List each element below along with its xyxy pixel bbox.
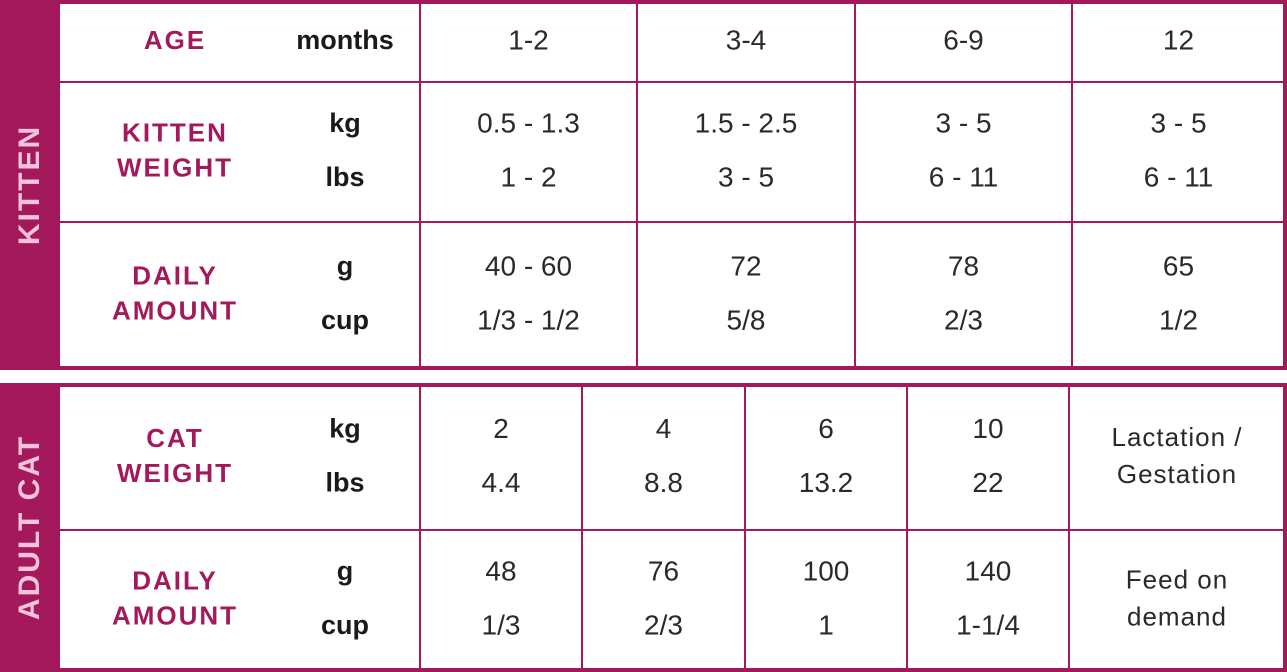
- unit-label: lbs: [325, 162, 364, 192]
- section-strip: [2, 385, 60, 670]
- cell-value: 1.5 - 2.5: [695, 107, 798, 138]
- unit-label: kg: [329, 108, 361, 138]
- cell-note: demand: [1127, 601, 1227, 631]
- cell-value: 1: [818, 609, 834, 640]
- cell-value: 6 - 11: [929, 161, 999, 192]
- cell-note: Lactation /: [1112, 422, 1243, 452]
- section-title: ADULT CAT: [13, 435, 46, 620]
- cell-value: 48: [485, 555, 516, 586]
- row-label: WEIGHT: [117, 152, 233, 182]
- cell-value: 0.5 - 1.3: [477, 107, 580, 138]
- cell-value: 78: [948, 250, 979, 281]
- section-border: [0, 383, 1287, 672]
- unit-label: g: [337, 251, 354, 281]
- unit-label: lbs: [325, 468, 364, 498]
- row-label: AMOUNT: [112, 295, 238, 325]
- cell-note: Gestation: [1117, 459, 1237, 489]
- cell-value: 1-2: [508, 24, 548, 55]
- row-label: CAT: [146, 423, 204, 453]
- cell-value: 140: [965, 555, 1012, 586]
- cell-value: 10: [972, 413, 1003, 444]
- row-label: AGE: [144, 25, 206, 55]
- cell-value: 6: [818, 413, 834, 444]
- cell-value: 2/3: [944, 304, 983, 335]
- unit-label: months: [296, 25, 394, 55]
- cell-value: 3 - 5: [935, 107, 991, 138]
- section-title: KITTEN: [13, 125, 46, 245]
- cell-value: 4: [656, 413, 672, 444]
- cell-value: 4.4: [482, 467, 521, 498]
- unit-label: kg: [329, 414, 361, 444]
- cell-value: 22: [972, 467, 1003, 498]
- cell-value: 13.2: [799, 467, 854, 498]
- cell-value: 1-1/4: [956, 609, 1020, 640]
- cell-value: 8.8: [644, 467, 683, 498]
- cell-value: 1/3: [482, 609, 521, 640]
- cell-value: 72: [730, 250, 761, 281]
- cell-value: 2: [493, 413, 509, 444]
- cell-note: Feed on: [1126, 564, 1228, 594]
- cell-value: 1 - 2: [500, 161, 556, 192]
- cell-value: 3 - 5: [718, 161, 774, 192]
- unit-label: g: [337, 556, 354, 586]
- cell-value: 6-9: [943, 24, 983, 55]
- row-label: AMOUNT: [112, 600, 238, 630]
- unit-label: cup: [321, 305, 369, 335]
- row-label: DAILY: [132, 565, 218, 595]
- section-border: [0, 0, 1287, 370]
- cell-value: 65: [1163, 250, 1194, 281]
- cell-value: 76: [648, 555, 679, 586]
- cell-value: 5/8: [727, 304, 766, 335]
- cell-value: 1/3 - 1/2: [477, 304, 580, 335]
- cell-value: 2/3: [644, 609, 683, 640]
- cell-value: 100: [803, 555, 850, 586]
- cell-value: 3-4: [726, 24, 766, 55]
- section-strip: [2, 2, 60, 368]
- cell-value: 6 - 11: [1144, 161, 1214, 192]
- row-label: DAILY: [132, 260, 218, 290]
- unit-label: cup: [321, 610, 369, 640]
- row-label: KITTEN: [122, 117, 228, 147]
- cell-value: 40 - 60: [485, 250, 572, 281]
- cell-value: 3 - 5: [1150, 107, 1206, 138]
- row-label: WEIGHT: [117, 458, 233, 488]
- cell-value: 12: [1163, 24, 1194, 55]
- cell-value: 1/2: [1159, 304, 1198, 335]
